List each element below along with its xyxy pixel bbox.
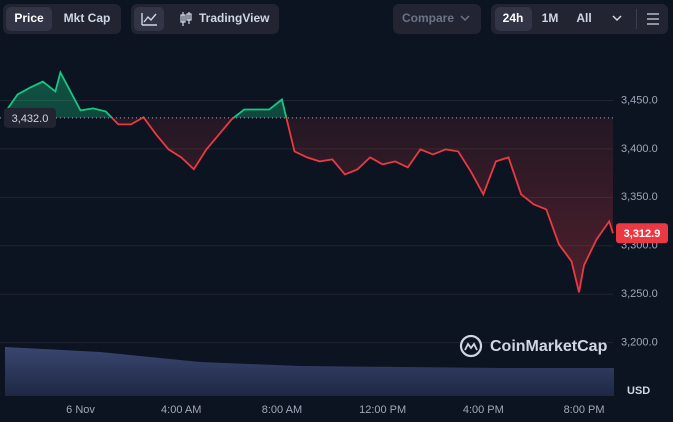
settings-icon[interactable] — [647, 13, 659, 25]
y-tick-label: 3,350.0 — [621, 191, 658, 203]
line-chart-button[interactable] — [134, 7, 164, 31]
area-down — [111, 117, 613, 293]
mkt-cap-tab[interactable]: Mkt Cap — [64, 11, 111, 25]
baseline-label-box — [4, 107, 56, 128]
chart-type-group — [131, 4, 279, 34]
watermark-logo — [459, 334, 483, 358]
chevron — [460, 15, 470, 22]
x-tick-label: 6 Nov — [66, 404, 95, 416]
y-unit-label: USD — [627, 385, 650, 397]
area-up — [5, 72, 613, 118]
compare-label[interactable]: Compare — [402, 11, 454, 25]
watermark-text: CoinMarketCap — [490, 338, 608, 355]
range-chevron[interactable] — [612, 15, 622, 22]
tradingview-button[interactable]: TradingView — [199, 11, 270, 25]
candle-icon — [180, 12, 192, 26]
range-24h[interactable] — [495, 7, 532, 31]
last-price-box — [616, 223, 668, 244]
plot-area — [0, 69, 614, 344]
baseline-label: 3,432.0 — [12, 113, 49, 125]
y-tick-label: 3,400.0 — [621, 143, 658, 155]
x-tick-label: 4:00 PM — [463, 404, 504, 416]
y-tick-label: 3,250.0 — [621, 288, 658, 300]
line-icon — [141, 13, 157, 26]
toolbar: Price Mkt Cap TradingView Compare 24h 1M… — [3, 4, 668, 34]
last-price-label: 3,312.9 — [624, 228, 661, 240]
overlay: 3,200.03,250.03,300.03,350.03,400.03,450… — [4, 94, 668, 416]
x-tick-label: 4:00 AM — [161, 404, 201, 416]
price-tab-label[interactable]: Price — [14, 11, 44, 25]
range-24h-label[interactable]: 24h — [503, 11, 524, 25]
x-tick-label: 12:00 PM — [359, 404, 406, 416]
y-tick-label: 3,200.0 — [621, 337, 658, 349]
compare-button[interactable] — [393, 4, 481, 34]
price-tab[interactable] — [6, 7, 52, 31]
range-all[interactable]: All — [576, 11, 591, 25]
x-tick-label: 8:00 AM — [262, 404, 302, 416]
price-line-down — [110, 117, 614, 293]
price-line-up — [4, 69, 288, 118]
range-1m[interactable]: 1M — [542, 11, 559, 25]
watermark: CoinMarketCap — [459, 334, 608, 358]
divider — [636, 9, 637, 29]
volume-band — [5, 347, 614, 396]
range-group — [491, 4, 668, 34]
x-tick-label: 8:00 PM — [564, 404, 605, 416]
y-tick-label: 3,450.0 — [621, 94, 658, 106]
watermark-logo-mark — [464, 342, 478, 351]
